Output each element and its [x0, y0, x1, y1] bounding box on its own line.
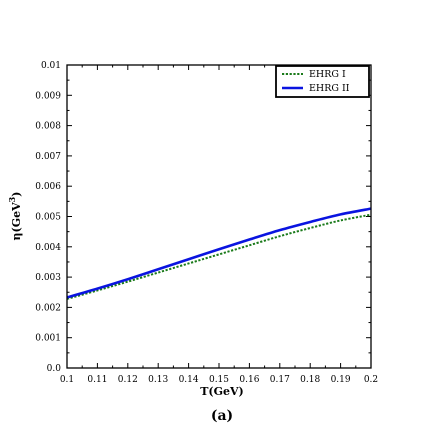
- y-axis-title-close: ): [10, 192, 23, 197]
- x-tick-label: 0.19: [331, 375, 351, 385]
- series-line-ehrg-i: [66, 213, 372, 300]
- x-tick-label: 0.15: [209, 375, 229, 385]
- legend: EHRG I EHRG II: [275, 65, 370, 98]
- x-tick-label: 0.17: [270, 375, 290, 385]
- x-tick-label: 0.13: [148, 375, 168, 385]
- y-tick-label: 0.0: [47, 364, 62, 374]
- x-tick-label: 0.1: [60, 375, 74, 385]
- x-tick-label: 0.14: [179, 375, 199, 385]
- y-tick-label: 0.005: [35, 213, 61, 223]
- y-tick-label: 0.004: [35, 243, 61, 253]
- y-tick-label: 0.007: [35, 152, 61, 162]
- series-layer: [66, 207, 372, 300]
- y-axis-title: η(GeV3): [7, 192, 23, 241]
- y-tick-label: 0.002: [35, 303, 61, 313]
- y-tick-label: 0.008: [35, 122, 61, 132]
- legend-label-ehrg-ii: EHRG II: [309, 83, 350, 94]
- legend-box: [275, 65, 370, 98]
- y-tick-label: 0.003: [35, 273, 61, 283]
- y-tick-label: 0.009: [35, 91, 61, 101]
- y-tick-label: 0.01: [41, 61, 61, 71]
- y-axis-title-exponent: 3: [7, 196, 17, 202]
- x-tick-label: 0.16: [239, 375, 259, 385]
- x-tick-label: 0.18: [300, 375, 320, 385]
- x-tick-label: 0.12: [118, 375, 138, 385]
- series-line-ehrg-ii: [66, 207, 372, 299]
- y-tick-label: 0.006: [35, 182, 61, 192]
- y-tick-label: 0.001: [35, 334, 61, 344]
- y-axis-title-base: η(GeV: [10, 202, 23, 241]
- x-tick-label: 0.11: [87, 375, 107, 385]
- x-tick-label: 0.2: [364, 375, 378, 385]
- x-axis-title: T(GeV): [200, 385, 244, 398]
- ticks-layer: 0.1 0.11 0.12 0.13 0.14 0.15 0.16 0.17 0.18 0.19 0…: [35, 61, 378, 385]
- plot-frame: [66, 64, 372, 369]
- legend-label-ehrg-i: EHRG I: [309, 69, 346, 80]
- figure-caption: (a): [211, 408, 233, 424]
